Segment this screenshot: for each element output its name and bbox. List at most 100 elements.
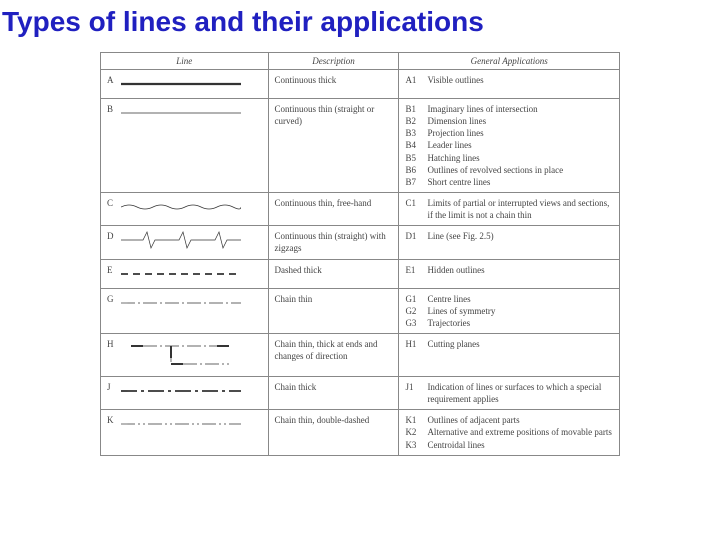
application-item: B1Imaginary lines of intersection — [405, 103, 613, 115]
line-sample-icon — [121, 74, 241, 94]
application-item: B6Outlines of revolved sections in place — [405, 164, 613, 176]
application-text: Trajectories — [427, 317, 613, 329]
line-sample-icon — [121, 381, 241, 401]
header-desc: Description — [268, 53, 399, 70]
table-row: BContinuous thin (straight or curved)B1I… — [101, 99, 620, 193]
cell-applications: H1Cutting planes — [399, 333, 620, 376]
row-letter: A — [107, 74, 121, 86]
cell-line: J — [101, 376, 269, 409]
table-row: J Chain thickJ1Indication of lines or sur… — [101, 376, 620, 409]
table-row: E Dashed thick E1Hidden outlines — [101, 259, 620, 288]
line-sample-icon — [121, 103, 241, 123]
row-letter: E — [107, 264, 121, 276]
application-item: G1Centre lines — [405, 293, 613, 305]
application-text: Hatching lines — [427, 152, 613, 164]
application-code: K1 — [405, 414, 427, 426]
application-item: B5Hatching lines — [405, 152, 613, 164]
cell-description: Continuous thin (straight or curved) — [268, 99, 399, 193]
application-text: Centroidal lines — [427, 439, 613, 451]
application-code: A1 — [405, 74, 427, 86]
line-sample-icon — [121, 264, 241, 284]
application-code: H1 — [405, 338, 427, 350]
cell-applications: A1Visible outlines — [399, 70, 620, 99]
application-text: Centre lines — [427, 293, 613, 305]
application-item: E1Hidden outlines — [405, 264, 613, 276]
application-text: Limits of partial or interrupted views a… — [427, 197, 613, 221]
line-types-table: Line Description General Applications AC… — [100, 52, 620, 456]
header-line: Line — [101, 53, 269, 70]
line-sample-icon — [121, 230, 241, 250]
cell-applications: G1Centre linesG2Lines of symmetryG3Traje… — [399, 288, 620, 333]
application-code: B5 — [405, 152, 427, 164]
application-code: B7 — [405, 176, 427, 188]
cell-description: Chain thin, double-dashed — [268, 410, 399, 455]
line-sample-icon — [121, 197, 241, 217]
application-item: A1Visible outlines — [405, 74, 613, 86]
cell-description: Continuous thick — [268, 70, 399, 99]
application-text: Cutting planes — [427, 338, 613, 350]
cell-description: Chain thin — [268, 288, 399, 333]
application-text: Lines of symmetry — [427, 305, 613, 317]
application-text: Indication of lines or surfaces to which… — [427, 381, 613, 405]
cell-line: D — [101, 226, 269, 259]
application-item: J1Indication of lines or surfaces to whi… — [405, 381, 613, 405]
row-letter: K — [107, 414, 121, 426]
application-code: D1 — [405, 230, 427, 242]
application-item: G2Lines of symmetry — [405, 305, 613, 317]
cell-line: E — [101, 259, 269, 288]
application-item: G3Trajectories — [405, 317, 613, 329]
cell-line: K — [101, 410, 269, 455]
application-code: K2 — [405, 426, 427, 438]
application-item: K2Alternative and extreme positions of m… — [405, 426, 613, 438]
table-row: K Chain thin, double-dashed K1Outlines of … — [101, 410, 620, 455]
row-letter: J — [107, 381, 121, 393]
application-text: Imaginary lines of intersection — [427, 103, 613, 115]
application-item: K3Centroidal lines — [405, 439, 613, 451]
row-letter: H — [107, 338, 121, 350]
cell-applications: C1Limits of partial or interrupted views… — [399, 192, 620, 225]
application-item: B2Dimension lines — [405, 115, 613, 127]
cell-line: H — [101, 333, 269, 376]
row-letter: G — [107, 293, 121, 305]
application-item: K1Outlines of adjacent parts — [405, 414, 613, 426]
application-code: G3 — [405, 317, 427, 329]
cell-applications: D1Line (see Fig. 2.5) — [399, 226, 620, 259]
cell-description: Chain thin, thick at ends and changes of… — [268, 333, 399, 376]
application-text: Projection lines — [427, 127, 613, 139]
application-code: B6 — [405, 164, 427, 176]
application-code: B2 — [405, 115, 427, 127]
application-code: B3 — [405, 127, 427, 139]
application-text: Line (see Fig. 2.5) — [427, 230, 613, 242]
cell-description: Continuous thin (straight) with zigzags — [268, 226, 399, 259]
cell-line: C — [101, 192, 269, 225]
application-item: B4Leader lines — [405, 139, 613, 151]
page-title: Types of lines and their applications — [0, 0, 720, 38]
application-code: C1 — [405, 197, 427, 221]
cell-applications: J1Indication of lines or surfaces to whi… — [399, 376, 620, 409]
application-code: G1 — [405, 293, 427, 305]
application-text: Alternative and extreme positions of mov… — [427, 426, 613, 438]
application-code: E1 — [405, 264, 427, 276]
cell-description: Chain thick — [268, 376, 399, 409]
table-row: GChain thinG1Centre linesG2Lines of symm… — [101, 288, 620, 333]
table-row: CContinuous thin, free-handC1Limits of p… — [101, 192, 620, 225]
line-sample-icon — [121, 293, 241, 313]
application-code: J1 — [405, 381, 427, 405]
cell-description: Continuous thin, free-hand — [268, 192, 399, 225]
application-text: Visible outlines — [427, 74, 613, 86]
application-item: B3Projection lines — [405, 127, 613, 139]
application-code: G2 — [405, 305, 427, 317]
application-item: B7Short centre lines — [405, 176, 613, 188]
application-text: Outlines of adjacent parts — [427, 414, 613, 426]
application-code: B1 — [405, 103, 427, 115]
cell-line: B — [101, 99, 269, 193]
application-item: C1Limits of partial or interrupted views… — [405, 197, 613, 221]
table-row: D Continuous thin (straight) with zigzags… — [101, 226, 620, 259]
application-text: Leader lines — [427, 139, 613, 151]
application-text: Outlines of revolved sections in place — [427, 164, 613, 176]
cell-applications: B1Imaginary lines of intersectionB2Dimen… — [399, 99, 620, 193]
cell-description: Dashed thick — [268, 259, 399, 288]
row-letter: D — [107, 230, 121, 242]
cell-line: G — [101, 288, 269, 333]
row-letter: B — [107, 103, 121, 115]
